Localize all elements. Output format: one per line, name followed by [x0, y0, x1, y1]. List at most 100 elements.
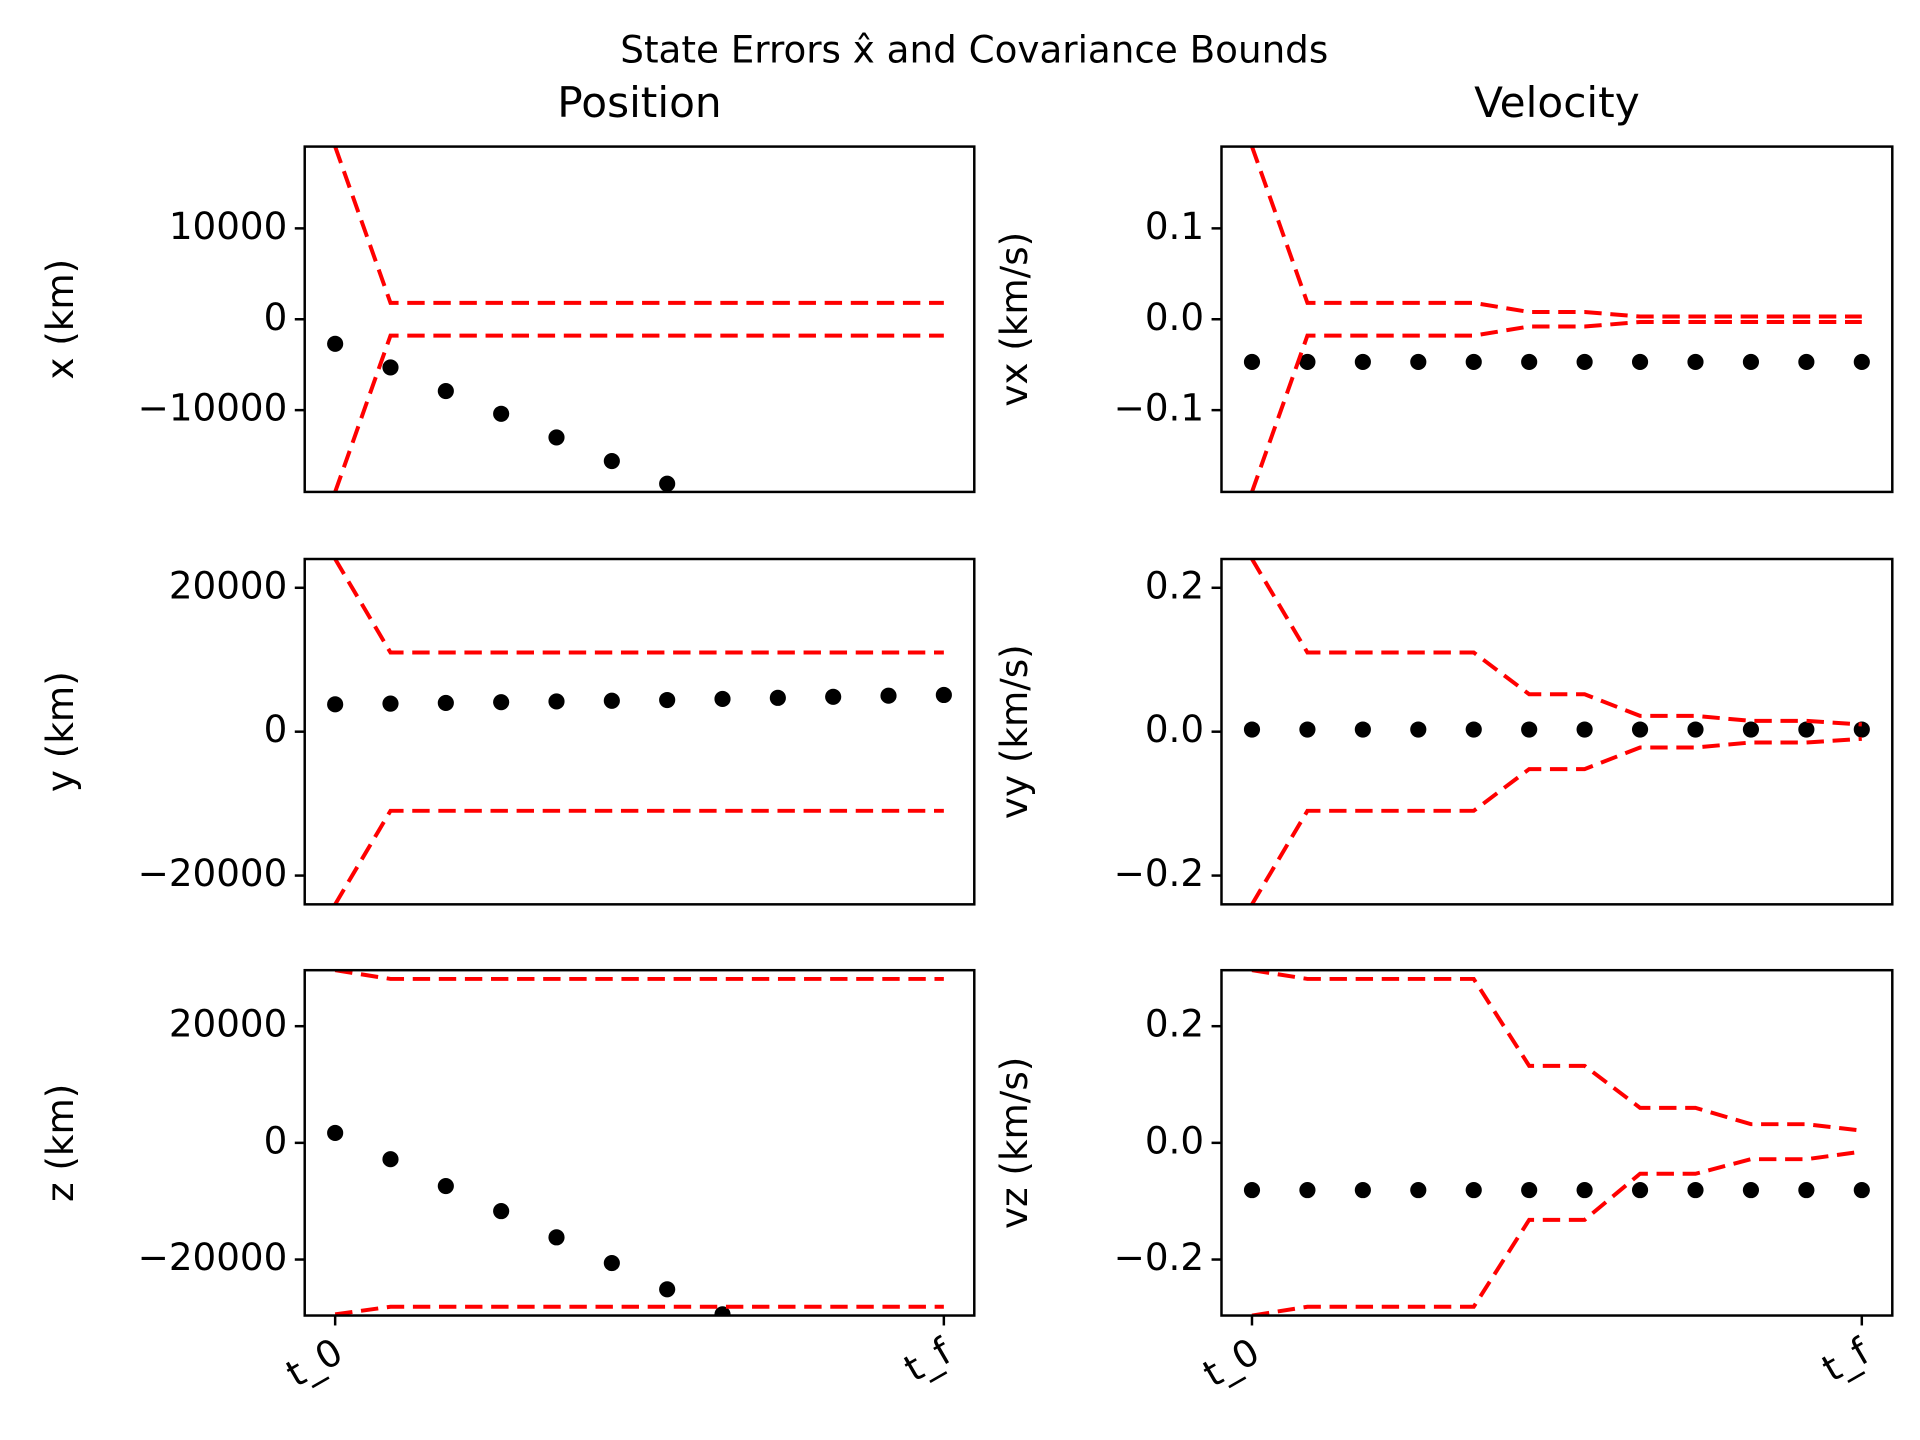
y-tick-label: 0.0: [1145, 707, 1204, 751]
error-point: [1299, 721, 1316, 738]
y-tick-label: −0.1: [1114, 386, 1204, 430]
error-point: [1853, 721, 1870, 738]
error-point: [1354, 353, 1371, 371]
error-point: [603, 1254, 620, 1272]
plot-area: [327, 970, 944, 1316]
error-point: [1687, 353, 1704, 371]
error-point: [1243, 721, 1261, 738]
y-axis-label: vx (km/s): [992, 232, 1036, 407]
y-tick-label: 0: [264, 707, 288, 751]
bound-line: [1251, 970, 1863, 1133]
error-point: [1465, 721, 1482, 738]
x-tick-label: t_f: [1814, 1329, 1877, 1391]
plot-area: [1243, 970, 1870, 1316]
error-point: [769, 689, 786, 706]
error-point: [1798, 1182, 1815, 1199]
error-point: [437, 1177, 454, 1195]
error-point: [382, 1151, 399, 1168]
y-tick-label: 20000: [169, 1002, 288, 1046]
y-tick-label: −0.2: [1114, 1235, 1204, 1279]
error-point: [1631, 353, 1649, 371]
error-point: [1299, 353, 1316, 371]
error-point: [1465, 353, 1482, 371]
error-point: [659, 1281, 676, 1298]
error-point: [1576, 353, 1593, 371]
y-tick-label: 0.0: [1145, 1118, 1204, 1162]
error-point: [1243, 353, 1261, 371]
y-tick-label: 0: [264, 295, 288, 339]
error-point: [327, 1124, 344, 1142]
error-point: [1410, 353, 1427, 371]
error-point: [1410, 1182, 1427, 1199]
error-point: [382, 695, 399, 712]
error-point: [1631, 721, 1649, 738]
y-tick-label: −20000: [138, 851, 288, 895]
y-tick-label: 0.2: [1145, 1002, 1204, 1046]
axes-frame: [303, 557, 976, 906]
x-tick-label: t_f: [896, 1329, 959, 1391]
y-tick-label: 0: [264, 1118, 288, 1162]
error-point: [327, 335, 344, 352]
error-point: [1742, 1182, 1760, 1199]
error-point: [825, 688, 842, 705]
error-point: [714, 690, 731, 708]
error-point: [1521, 353, 1538, 371]
plot-area: [1243, 559, 1870, 905]
axes-frame: [1220, 968, 1894, 1317]
y-tick-label: −10000: [138, 386, 288, 430]
error-point: [1576, 1182, 1593, 1199]
error-point: [493, 405, 510, 422]
error-point: [1521, 1182, 1538, 1199]
error-point: [327, 696, 344, 713]
error-point: [935, 686, 952, 704]
axes-frame: [1220, 145, 1894, 494]
bound-line: [333, 808, 944, 905]
bound-line: [1250, 319, 1862, 492]
error-point: [493, 694, 510, 711]
error-point: [437, 694, 454, 711]
bound-line: [334, 970, 944, 981]
error-point: [1465, 1182, 1482, 1199]
bound-line: [333, 146, 944, 305]
error-point: [603, 692, 620, 709]
plot-area: [327, 146, 944, 492]
error-point: [1354, 721, 1371, 738]
subplot-title: Velocity: [1474, 78, 1640, 127]
bound-line: [1250, 736, 1862, 905]
error-point: [548, 1229, 565, 1246]
error-point: [1798, 721, 1815, 738]
axes-frame: [303, 145, 976, 494]
error-point: [1521, 721, 1538, 738]
y-tick-label: 20000: [169, 563, 288, 607]
error-point: [659, 691, 676, 709]
axes-frame: [303, 968, 976, 1317]
bound-line: [333, 559, 944, 655]
y-tick-label: −20000: [138, 1235, 288, 1279]
error-point: [1742, 721, 1760, 738]
figure-title: State Errors x̂ and Covariance Bounds: [620, 28, 1328, 72]
error-point: [548, 429, 565, 446]
error-point: [1853, 1182, 1870, 1199]
bound-line: [334, 1304, 944, 1316]
error-point: [1576, 721, 1593, 738]
error-point: [1798, 353, 1815, 371]
y-axis-label: z (km): [38, 1084, 82, 1202]
error-point: [1631, 1182, 1649, 1199]
y-axis-label: vy (km/s): [992, 644, 1036, 819]
error-point: [1687, 721, 1704, 738]
y-axis-label: y (km): [38, 671, 82, 792]
error-point: [1687, 1182, 1704, 1199]
y-tick-label: −0.2: [1114, 851, 1204, 895]
y-axis-label: x (km): [38, 259, 82, 380]
error-point: [880, 687, 897, 704]
bound-line: [1251, 1149, 1863, 1316]
error-point: [1410, 721, 1427, 738]
bound-line: [1250, 559, 1862, 727]
bound-line: [333, 333, 944, 492]
y-tick-label: 0.1: [1145, 204, 1204, 248]
plot-area: [1243, 146, 1870, 492]
error-point: [1299, 1182, 1316, 1199]
y-tick-label: 10000: [169, 204, 288, 248]
